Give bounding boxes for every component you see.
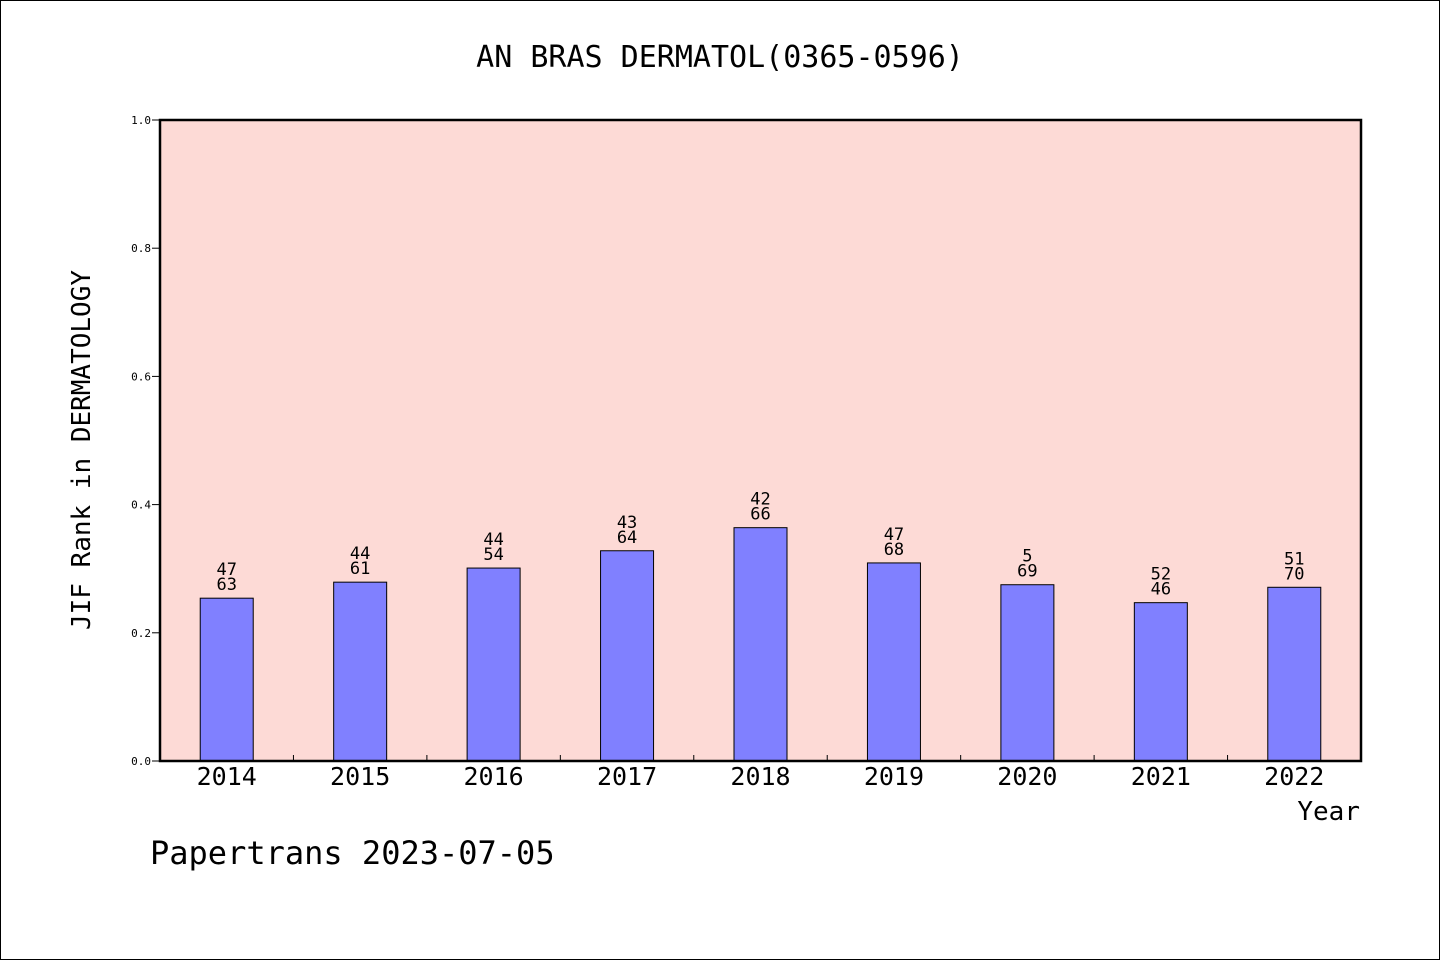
x-tick-label-2016: 2016 [464,762,524,791]
y-axis: 0.0 0.2 0.4 0.6 0.8 1.0 [131,114,160,768]
bar-2020 [1000,584,1055,762]
y-tick-label-0.0: 0.0 [131,755,151,768]
footer-credit: Papertrans 2023-07-05 [150,834,555,872]
bar-2022 [1267,586,1322,762]
bar-label-top-2014: 47 [216,560,236,580]
bar-2018 [733,527,788,762]
y-tick-label-1.0: 1.0 [131,114,151,127]
x-tick-label-2017: 2017 [597,762,657,791]
bar-label-top-2021: 52 [1151,565,1171,585]
y-tick-label-0.4: 0.4 [131,499,151,512]
bar-label-top-2019: 47 [884,525,904,545]
bar-label-bottom-2019: 68 [884,540,904,560]
bar-label-bottom-2014: 63 [216,575,236,595]
bar-2019 [866,562,921,762]
chart-title: AN BRAS DERMATOL(0365-0596) [476,40,964,75]
bar-label-top-2017: 43 [617,513,637,533]
bar-label-top-2022: 51 [1284,549,1304,569]
bar-2021 [1133,602,1188,762]
y-axis-label: JIF Rank in DERMATOLOGY [67,270,97,630]
bar-label-top-2015: 44 [350,544,370,564]
bar-label-bottom-2016: 54 [483,545,503,565]
bar-2016 [466,567,521,762]
bar-label-top-2020: 5 [1022,547,1032,567]
bar-label-top-2018: 42 [750,490,770,510]
bar-label-top-2016: 44 [483,530,503,550]
bars [199,527,1322,762]
x-axis-label: Year [1297,797,1360,827]
y-tick-label-0.6: 0.6 [131,370,151,383]
x-tick-label-2020: 2020 [997,762,1057,791]
x-axis: 2014 2015 2016 2017 2018 2019 2020 2021 2022 [197,755,1324,791]
x-tick-label-2015: 2015 [330,762,390,791]
bar-label-bottom-2018: 66 [750,505,770,525]
x-tick-label-2022: 2022 [1264,762,1324,791]
x-tick-label-2014: 2014 [197,762,257,791]
bar-label-bottom-2017: 64 [617,528,637,548]
y-tick-label-0.2: 0.2 [131,627,151,640]
bar-2015 [333,581,388,762]
x-tick-label-2021: 2021 [1131,762,1191,791]
x-tick-label-2018: 2018 [730,762,790,791]
bar-label-bottom-2021: 46 [1151,580,1171,600]
bar-label-bottom-2020: 69 [1017,562,1037,582]
bar-2017 [600,550,655,762]
plot-border [158,118,1363,763]
y-tick-label-0.8: 0.8 [131,242,151,255]
x-tick-label-2019: 2019 [864,762,924,791]
bar-2014 [199,597,254,762]
bar-label-bottom-2015: 61 [350,559,370,579]
bar-label-bottom-2022: 70 [1284,564,1304,584]
